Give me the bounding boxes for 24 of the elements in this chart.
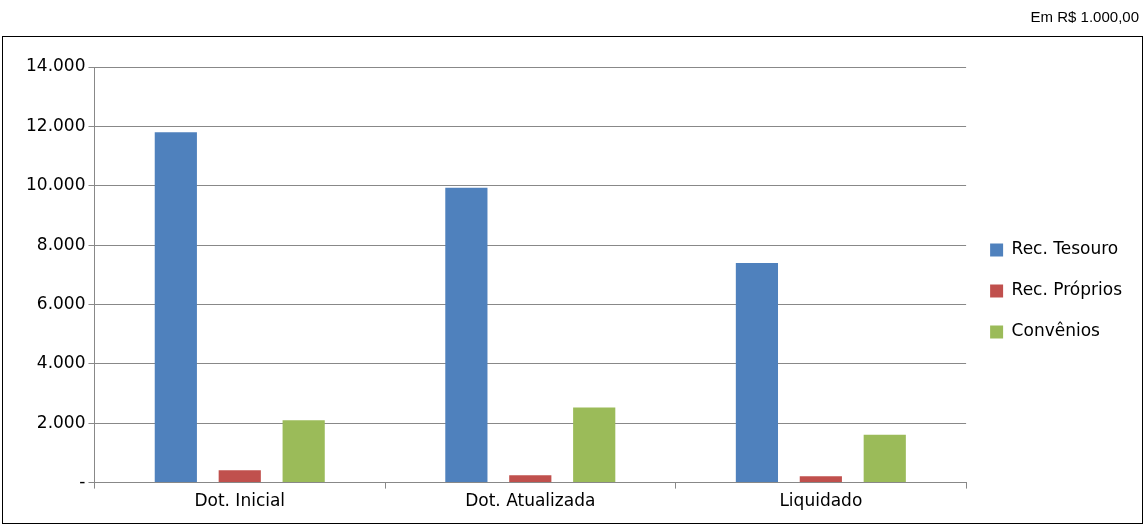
y-tick-label: 2.000 xyxy=(36,411,86,432)
bar xyxy=(799,476,842,483)
x-tick-label: Dot. Inicial xyxy=(194,490,286,511)
legend-label: Convênios xyxy=(1011,320,1101,341)
y-tick-label: 4.000 xyxy=(36,352,86,373)
bar xyxy=(154,132,197,483)
bar xyxy=(863,434,906,483)
bar xyxy=(282,420,325,483)
y-tick-label: 14.000 xyxy=(26,55,86,76)
bar xyxy=(509,475,552,483)
bar xyxy=(573,407,616,483)
legend-label: Rec. Próprios xyxy=(1011,279,1123,300)
legend-label: Rec. Tesouro xyxy=(1011,238,1119,259)
bar xyxy=(735,262,779,483)
bar xyxy=(218,470,261,483)
bar xyxy=(445,187,488,483)
y-tick-label: - xyxy=(79,471,86,492)
y-tick-label: 8.000 xyxy=(36,233,86,254)
text: Em R$ 1.000,00 xyxy=(1030,8,1139,25)
x-tick-label: Liquidado xyxy=(779,490,863,511)
y-tick-label: 12.000 xyxy=(26,114,86,135)
x-tick-label: Dot. Atualizada xyxy=(465,490,596,511)
y-tick-label: 10.000 xyxy=(26,174,86,195)
y-tick-label: 6.000 xyxy=(36,292,86,313)
